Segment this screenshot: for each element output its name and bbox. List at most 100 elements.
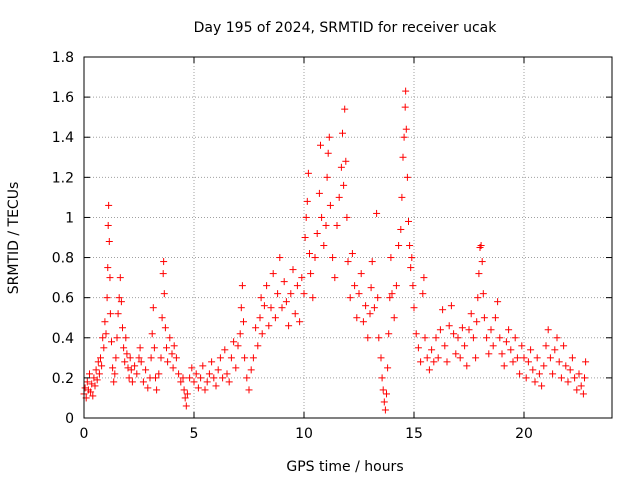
data-point	[421, 334, 429, 342]
data-point	[309, 294, 317, 302]
data-point	[386, 294, 394, 302]
data-point	[568, 354, 576, 362]
data-point	[137, 358, 145, 366]
data-point	[103, 294, 111, 302]
y-tick-label: 1.2	[52, 170, 74, 186]
data-point	[313, 229, 321, 237]
data-point	[339, 129, 346, 137]
data-point	[126, 354, 134, 362]
data-point	[388, 290, 396, 298]
data-point	[368, 258, 376, 266]
data-point	[139, 378, 147, 386]
data-point	[123, 350, 131, 358]
data-point	[323, 173, 331, 181]
data-point	[370, 304, 378, 312]
data-point	[461, 342, 469, 350]
data-point	[450, 330, 458, 338]
data-point	[92, 366, 100, 374]
data-point	[192, 370, 200, 378]
data-point	[86, 370, 93, 378]
data-point	[219, 374, 227, 382]
data-point	[348, 250, 356, 258]
data-point	[333, 221, 341, 229]
data-point	[351, 282, 359, 290]
data-point	[241, 354, 249, 362]
data-point	[201, 386, 209, 394]
data-point	[265, 322, 273, 330]
data-point	[238, 282, 246, 290]
data-point	[341, 105, 349, 113]
data-point	[452, 350, 460, 358]
data-point	[135, 354, 143, 362]
data-point	[425, 366, 433, 374]
y-axis-title: SRMTID / TECUs	[6, 182, 22, 295]
data-point	[197, 374, 205, 382]
data-point	[122, 334, 130, 342]
data-point	[410, 304, 418, 312]
data-point	[401, 103, 409, 111]
data-point	[303, 197, 311, 205]
data-point	[210, 374, 218, 382]
data-point	[120, 344, 128, 352]
data-point	[180, 386, 188, 394]
data-point	[175, 370, 183, 378]
data-point	[243, 374, 251, 382]
data-point	[301, 234, 309, 241]
data-point	[142, 366, 150, 374]
data-point	[434, 354, 442, 362]
data-point	[116, 274, 124, 282]
data-point	[105, 201, 113, 209]
data-point	[581, 374, 588, 382]
data-point	[469, 334, 477, 342]
data-point	[364, 334, 372, 342]
data-point	[420, 274, 428, 282]
data-point	[398, 193, 406, 201]
data-point	[465, 326, 473, 334]
data-point	[257, 294, 265, 302]
data-point	[326, 201, 334, 209]
data-point	[520, 354, 528, 362]
data-point	[445, 322, 453, 330]
y-tick-label: 0.4	[52, 331, 74, 347]
data-point	[304, 169, 312, 177]
data-point	[237, 304, 245, 312]
data-point	[343, 213, 351, 221]
data-point	[302, 213, 310, 221]
data-point	[166, 334, 174, 342]
data-point	[278, 304, 286, 312]
data-point	[518, 342, 526, 350]
data-point	[98, 362, 106, 370]
data-point	[489, 342, 497, 350]
data-point	[147, 354, 155, 362]
data-point	[399, 153, 407, 161]
data-point	[378, 374, 386, 382]
data-point	[380, 398, 388, 406]
data-point	[524, 358, 532, 366]
data-point	[516, 370, 524, 378]
data-point	[293, 282, 301, 290]
data-point	[101, 318, 109, 326]
data-point	[473, 318, 481, 326]
data-point	[325, 133, 333, 141]
data-point	[483, 334, 491, 342]
data-point	[346, 294, 354, 302]
data-point	[148, 330, 156, 338]
data-point	[357, 270, 365, 278]
data-point	[296, 318, 304, 326]
data-point	[403, 173, 411, 181]
chart-title: Day 195 of 2024, SRMTID for receiver uca…	[194, 20, 498, 36]
data-point	[188, 364, 196, 372]
data-point	[373, 209, 381, 217]
data-point	[83, 378, 91, 386]
data-point	[133, 370, 141, 378]
data-point	[553, 334, 561, 342]
data-point	[128, 378, 136, 386]
data-point	[234, 342, 242, 350]
data-point	[159, 270, 167, 278]
data-point	[478, 258, 486, 266]
data-point	[168, 350, 176, 358]
data-point	[439, 306, 447, 314]
x-tick-label: 0	[80, 426, 89, 442]
data-point	[529, 366, 537, 374]
data-point	[194, 384, 202, 392]
